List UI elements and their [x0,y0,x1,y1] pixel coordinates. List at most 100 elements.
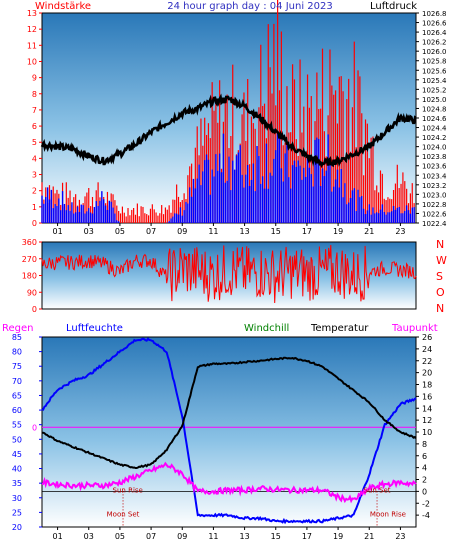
taupunkt-line [41,461,417,504]
humidity-tick-label: 30 [12,494,22,503]
right-tick-label: 1025.6 [422,67,447,75]
humidity-tick-label: 70 [12,377,22,386]
humidity-tick-label: 25 [12,508,22,517]
right-tick-label: 1025.0 [422,96,447,104]
x-tick-label: 01 [52,532,62,541]
left-tick-label: 5 [32,138,37,147]
left-tick-label: 7 [32,106,37,115]
temp-tick-label: 26 [422,333,432,342]
right-tick-label: 1022.4 [422,220,447,228]
right-tick-label: 1025.2 [422,86,447,94]
bottom-plot: 2025303540455055606570758085-4-202468101… [12,333,432,541]
temp-tick-label: 14 [422,404,432,413]
right-tick-label: 1026.8 [422,10,447,18]
sun-rise-label: Sun Rise [113,487,143,495]
legend-regen: Regen [2,323,34,334]
x-tick-label: 07 [146,532,156,541]
temp-tick-label: -4 [422,511,430,520]
x-tick-label: 13 [239,532,249,541]
right-tick-label: 1023.8 [422,153,447,161]
right-tick-label: 1026.6 [422,20,447,28]
wind-direction-panel-background [41,241,417,310]
x-tick-label: 03 [84,532,94,541]
moon-set-label: Moon Set [107,510,140,518]
x-tick-label: 17 [302,227,312,236]
moon-rise-label: Moon Rise [370,510,406,518]
humidity-tick-label: 40 [12,465,22,474]
right-tick-label: 1026.4 [422,29,447,37]
temp-tick-label: 2 [422,476,427,485]
right-tick-label: 1026.0 [422,48,447,56]
left-tick-label: 10 [27,57,37,66]
right-tick-label: 1025.8 [422,58,447,66]
sun-set-label: Sun Set [364,487,391,495]
dir-tick-label: 90 [27,288,37,297]
humidity-tick-label: 80 [12,348,22,357]
wind-direction-line [41,244,417,304]
compass-label: S [436,270,443,283]
temp-tick-label: 10 [422,428,432,437]
left-tick-label: 9 [32,74,37,83]
x-tick-label: 23 [395,227,405,236]
x-tick-label: 13 [239,227,249,236]
top-plot: 0123456789101112131022.41022.61022.81023… [27,0,447,236]
x-tick-label: 17 [302,532,312,541]
left-tick-label: 4 [32,154,37,163]
temp-tick-label: 16 [422,392,432,401]
temp-tick-label: -2 [422,499,430,508]
bottom-panel-background [41,336,417,528]
right-tick-label: 1023.6 [422,163,447,171]
x-tick-label: 15 [271,532,281,541]
temp-tick-label: 4 [422,464,427,473]
right-tick-label: 1024.4 [422,125,447,133]
x-tick-label: 07 [146,227,156,236]
right-tick-label: 1023.2 [422,182,447,190]
luftfeuchte-line [41,337,417,525]
temp-tick-label: 20 [422,369,432,378]
x-tick-label: 05 [115,227,125,236]
x-tick-label: 11 [208,227,218,236]
humidity-tick-label: 65 [12,391,22,400]
compass-label: O [436,286,445,299]
left-tick-label: 1 [32,203,37,212]
right-tick-label: 1023.4 [422,172,447,180]
right-tick-label: 1023.0 [422,191,447,199]
left-tick-label: 13 [27,9,37,18]
humidity-tick-label: 35 [12,479,22,488]
x-tick-label: 21 [364,227,374,236]
temp-tick-label: 6 [422,452,427,461]
humidity-tick-label: 45 [12,450,22,459]
temp-tick-label: 22 [422,357,432,366]
right-tick-label: 1026.2 [422,39,447,47]
humidity-tick-label: 85 [12,333,22,342]
x-tick-label: 09 [177,532,187,541]
left-tick-label: 11 [27,41,37,50]
humidity-tick-label: 75 [12,362,22,371]
temp-tick-label: 12 [422,416,432,425]
x-tick-label: 23 [395,532,405,541]
left-tick-label: 6 [32,122,37,131]
chart-title: 24 hour graph day : 04 Juni 2023 [167,1,333,12]
legend-taupunkt: Taupunkt [391,323,438,334]
compass-label: N [436,238,444,251]
x-tick-label: 01 [52,227,62,236]
dir-tick-label: 0 [32,305,37,314]
x-tick-label: 19 [333,227,343,236]
humidity-tick-label: 50 [12,435,22,444]
compass-label: W [436,254,447,267]
compass-label: N [436,302,444,315]
luftdruck-label: Luftdruck [370,1,417,12]
legend-luftfeuchte: Luftfeuchte [66,323,123,334]
right-tick-label: 1024.0 [422,144,447,152]
right-tick-label: 1025.4 [422,77,447,85]
luftdruck-line [40,93,417,169]
rain-zero-label: 0 [32,423,37,432]
x-tick-label: 19 [333,532,343,541]
legend-temperatur: Temperatur [310,323,369,334]
x-tick-label: 21 [364,532,374,541]
temp-tick-label: 8 [422,440,427,449]
dir-tick-label: 180 [22,272,37,281]
temp-tick-label: 18 [422,381,432,390]
